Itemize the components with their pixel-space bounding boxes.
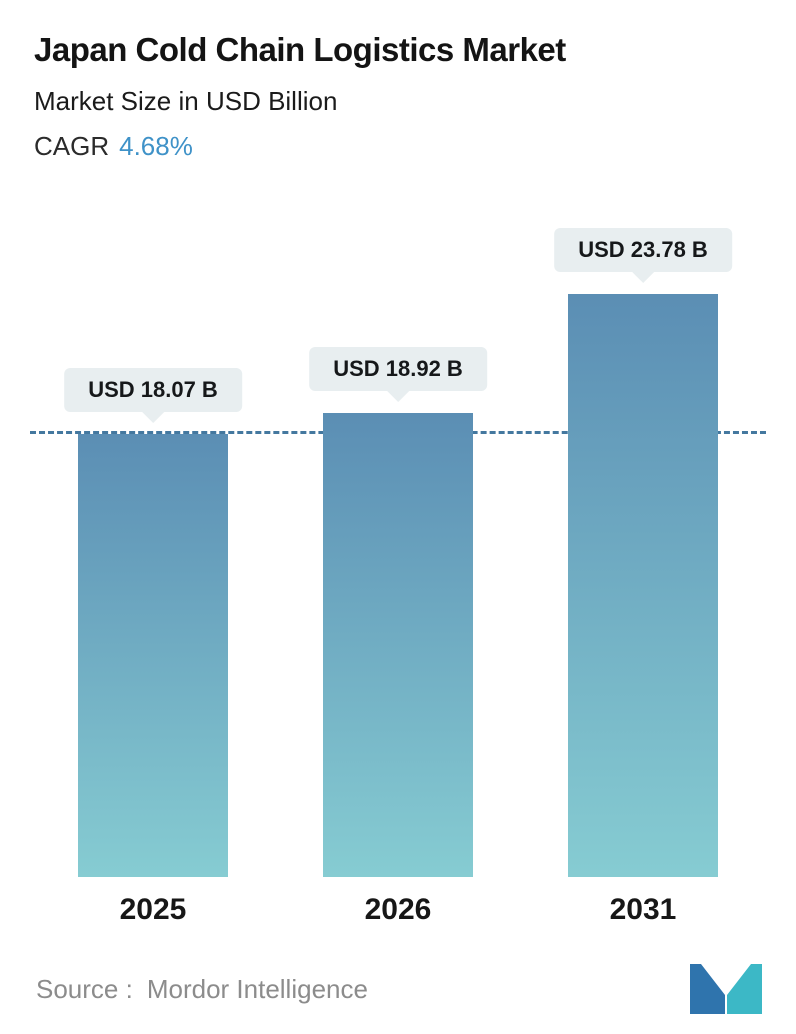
chart-subtitle: Market Size in USD Billion	[34, 85, 338, 116]
mordor-intelligence-logo	[690, 964, 762, 1014]
chart-header: Japan Cold Chain Logistics Market Market…	[0, 0, 796, 162]
source-value: Mordor Intelligence	[146, 973, 368, 1004]
value-label-2031: USD 23.78 B	[554, 228, 732, 273]
source-text: Source : Mordor Intelligence	[36, 974, 368, 1005]
value-label-2026: USD 18.92 B	[309, 347, 487, 392]
bar-2031	[568, 294, 718, 877]
bar-column-2025: USD 18.07 B	[64, 277, 242, 877]
bar-2026	[323, 413, 473, 877]
page-title: Japan Cold Chain Logistics Market	[34, 31, 566, 68]
bar-chart: USD 18.07 B USD 18.92 B USD 23.78 B	[30, 228, 766, 877]
cagr-label: CAGR	[34, 130, 110, 161]
x-axis-labels: 2025 2026 2031	[30, 893, 766, 927]
source-label: Source :	[36, 973, 133, 1004]
footer: Source : Mordor Intelligence	[36, 964, 762, 1014]
bars-container: USD 18.07 B USD 18.92 B USD 23.78 B	[30, 228, 766, 877]
axis-label-2026: 2026	[364, 892, 432, 926]
bar-column-2026: USD 18.92 B	[309, 277, 487, 877]
bar-2025	[78, 434, 228, 877]
value-label-2025: USD 18.07 B	[64, 368, 242, 413]
bar-column-2031: USD 23.78 B	[554, 228, 732, 877]
axis-label-2025: 2025	[119, 892, 187, 926]
cagr-value: 4.68%	[119, 130, 193, 161]
cagr-row: CAGR 4.68%	[34, 131, 762, 162]
axis-label-2031: 2031	[609, 892, 677, 926]
